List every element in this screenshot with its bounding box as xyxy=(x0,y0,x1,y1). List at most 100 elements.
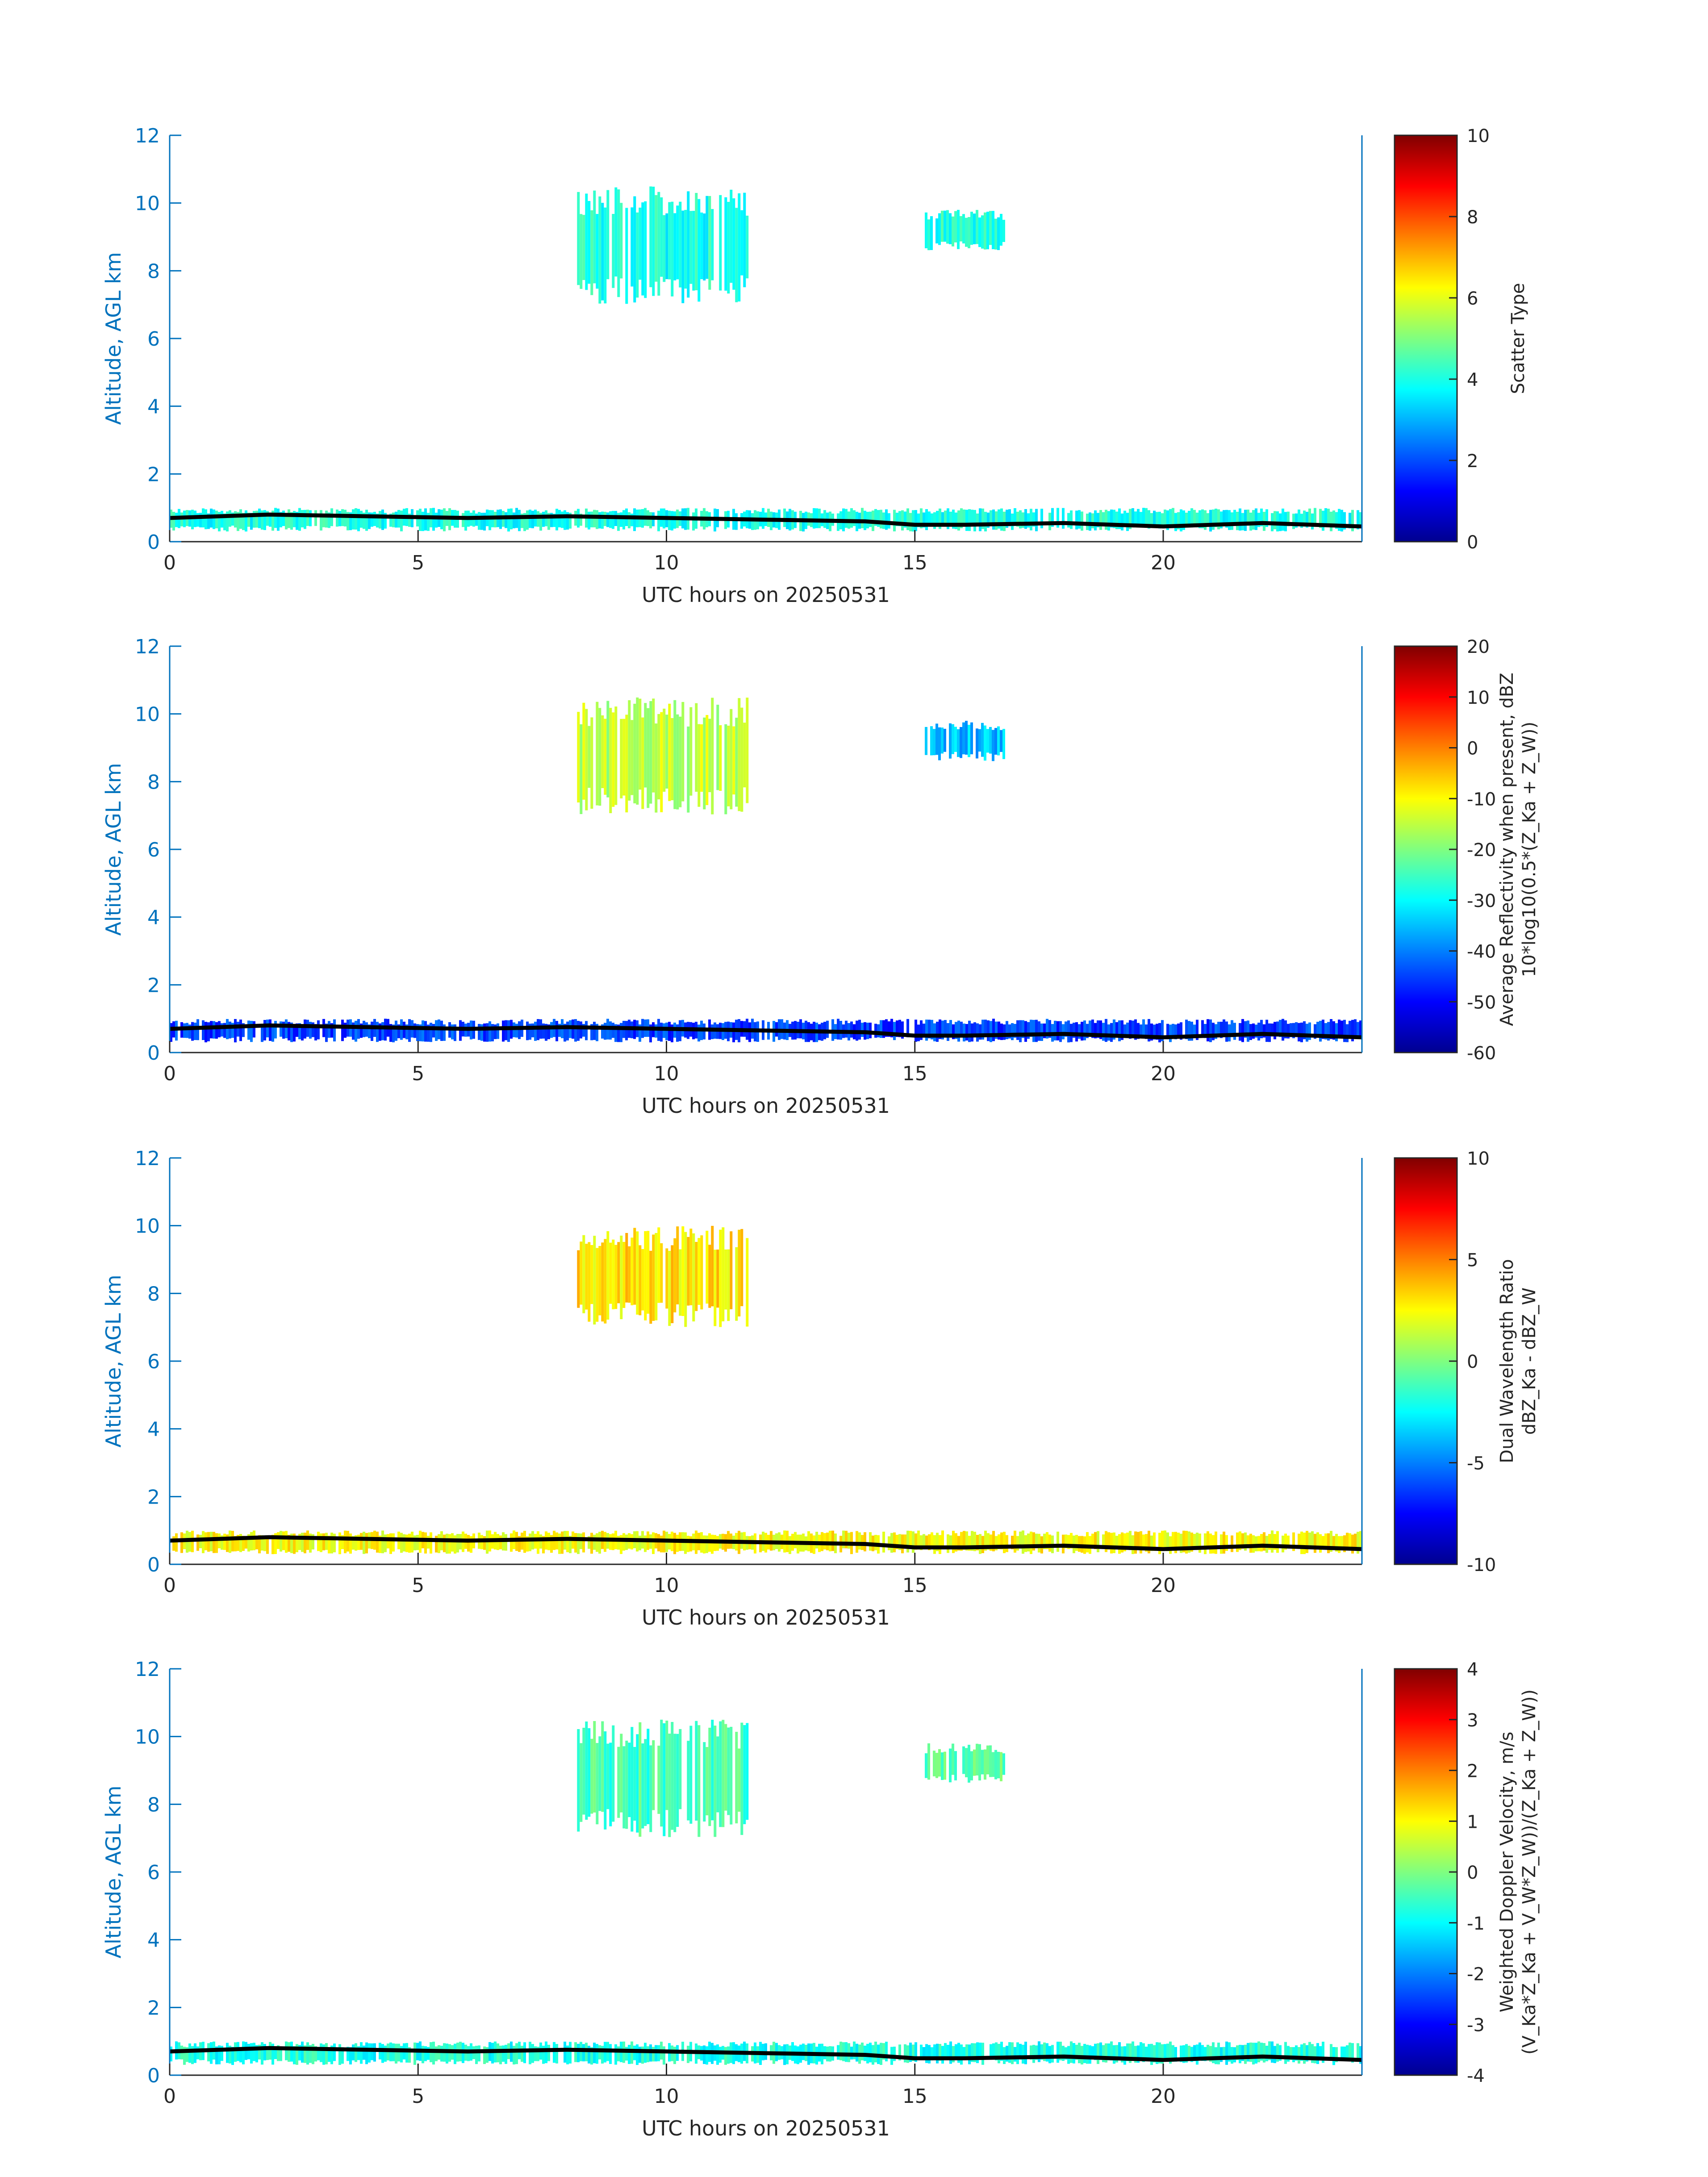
cloud-column xyxy=(1228,510,1231,530)
x-tick-label: 0 xyxy=(163,1062,176,1085)
cloud-column xyxy=(941,512,944,526)
x-tick-label: 20 xyxy=(1151,1062,1176,1085)
cloud-column xyxy=(727,1249,730,1321)
cloud-column xyxy=(1338,1020,1341,1037)
cloud-column xyxy=(515,1024,518,1038)
cloud-column xyxy=(727,2046,730,2064)
cloud-column xyxy=(266,1536,269,1554)
cloud-column xyxy=(1043,1024,1046,1038)
cloud-column xyxy=(954,1751,957,1780)
cloud-column xyxy=(1172,508,1174,528)
cloud-column xyxy=(395,2043,397,2064)
cloud-column xyxy=(226,1534,229,1552)
cloud-column xyxy=(263,510,266,530)
cloud-column xyxy=(1228,2042,1231,2062)
cloud-column xyxy=(317,1020,320,1040)
cloud-column xyxy=(625,208,628,304)
cloud-column xyxy=(604,1532,606,1552)
cloud-column xyxy=(443,1024,446,1041)
cloud-column xyxy=(641,1249,644,1311)
cloud-column xyxy=(1228,1024,1231,1042)
cloud-column xyxy=(665,1721,668,1810)
colorbar-label: 10*log10(0.5*(Z_Ka + Z_W)) xyxy=(1519,722,1540,977)
cloud-column xyxy=(1196,1533,1199,1550)
cloud-column xyxy=(566,512,569,530)
cloud-column xyxy=(1298,510,1300,526)
cloud-column xyxy=(1140,2042,1142,2060)
cloud-column xyxy=(1177,512,1180,530)
cloud-column xyxy=(1099,2042,1102,2060)
cloud-column xyxy=(306,510,309,526)
x-tick-label: 0 xyxy=(163,1574,176,1597)
cloud-column xyxy=(965,721,968,755)
cloud-column xyxy=(938,1749,941,1777)
cloud-column xyxy=(620,1535,622,1554)
cloud-column xyxy=(1032,2045,1035,2063)
cloud-column xyxy=(1126,1022,1129,1038)
cloud-column xyxy=(992,1019,995,1041)
cloud-column xyxy=(582,702,585,800)
cloud-column xyxy=(1255,1536,1257,1551)
cloud-column xyxy=(1035,2045,1038,2060)
cloud-column xyxy=(1097,1531,1099,1552)
cloud-column xyxy=(1040,2044,1043,2060)
cloud-column xyxy=(550,513,553,527)
cloud-column xyxy=(547,1024,550,1040)
cloud-column xyxy=(325,510,328,528)
colorbar-tick-label: 8 xyxy=(1467,207,1478,228)
cloud-column xyxy=(746,215,749,279)
cloud-column xyxy=(973,1749,976,1776)
cloud-column xyxy=(1121,1020,1123,1040)
cloud-column xyxy=(1174,1024,1177,1040)
cloud-column xyxy=(689,1228,693,1305)
cloud-column xyxy=(213,1021,215,1039)
cloud-column xyxy=(288,2042,290,2062)
cloud-column xyxy=(215,510,218,529)
cloud-column xyxy=(338,2044,341,2065)
cloud-column xyxy=(968,1745,970,1783)
cloud-column xyxy=(210,1021,213,1039)
cloud-column xyxy=(1295,1022,1298,1037)
cloud-column xyxy=(617,1747,620,1818)
cloud-column xyxy=(489,1021,491,1042)
cloud-column xyxy=(864,1532,866,1551)
cloud-column xyxy=(1148,1019,1150,1042)
cloud-column xyxy=(649,1024,652,1043)
cloud-column xyxy=(1282,508,1284,531)
cloud-column xyxy=(309,1534,312,1553)
cloud-column xyxy=(397,2043,400,2062)
y-tick-label: 2 xyxy=(147,974,160,997)
cloud-column xyxy=(590,1533,593,1554)
cloud-column xyxy=(1024,1535,1027,1552)
cloud-column xyxy=(1156,2042,1158,2064)
cloud-column xyxy=(317,1532,320,1551)
cloud-column xyxy=(724,724,727,815)
cloud-column xyxy=(513,512,515,529)
cloud-column xyxy=(1008,2042,1011,2063)
x-tick-label: 0 xyxy=(163,552,176,574)
cloud-column xyxy=(706,2046,708,2065)
cloud-column xyxy=(1324,1534,1327,1549)
cloud-column xyxy=(673,1533,676,1554)
x-tick-label: 5 xyxy=(412,1574,424,1597)
y-tick-label: 12 xyxy=(135,1658,160,1681)
cloud-column xyxy=(955,1022,957,1039)
cloud-column xyxy=(580,1743,583,1822)
cloud-column xyxy=(296,1023,298,1037)
cloud-column xyxy=(998,509,1000,529)
cloud-column xyxy=(561,511,564,528)
cloud-column xyxy=(1233,1023,1236,1040)
cloud-column xyxy=(622,1533,625,1551)
cloud-column xyxy=(1185,513,1188,527)
cloud-column xyxy=(588,1536,590,1549)
cloud-column xyxy=(946,210,949,244)
cloud-column xyxy=(703,2045,706,2064)
cloud-column xyxy=(223,1023,226,1038)
cloud-column xyxy=(612,1239,615,1309)
cloud-column xyxy=(1319,509,1322,528)
cloud-column xyxy=(293,1534,296,1554)
cloud-column xyxy=(1113,1019,1115,1040)
cloud-column xyxy=(408,1019,411,1042)
colorbar-tick-label: -4 xyxy=(1467,2066,1485,2086)
